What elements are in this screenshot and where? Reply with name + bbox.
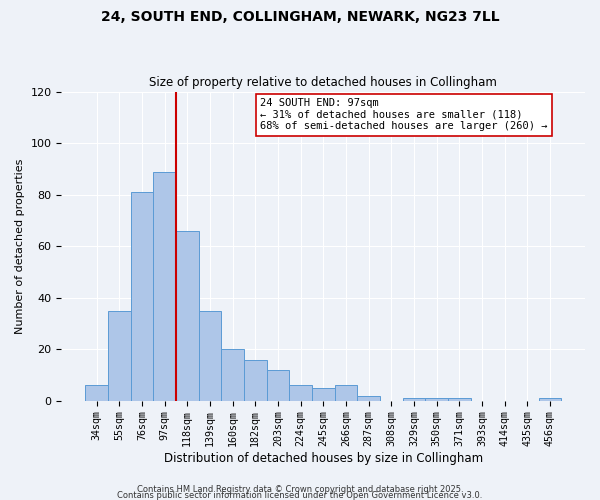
Text: Contains public sector information licensed under the Open Government Licence v3: Contains public sector information licen… (118, 491, 482, 500)
Bar (448, 398, 470, 400)
Bar (108, 310, 131, 400)
Bar (153, 172, 176, 400)
Bar (266, 370, 289, 400)
Bar (199, 310, 221, 400)
Bar (425, 398, 448, 400)
Bar (244, 360, 266, 401)
Text: 24 SOUTH END: 97sqm
← 31% of detached houses are smaller (118)
68% of semi-detac: 24 SOUTH END: 97sqm ← 31% of detached ho… (260, 98, 548, 132)
Y-axis label: Number of detached properties: Number of detached properties (15, 158, 25, 334)
Bar (85, 386, 108, 400)
Bar (539, 398, 561, 400)
Bar (131, 192, 153, 400)
Text: Contains HM Land Registry data © Crown copyright and database right 2025.: Contains HM Land Registry data © Crown c… (137, 485, 463, 494)
Bar (312, 388, 335, 400)
Bar (289, 386, 312, 400)
Bar (357, 396, 380, 400)
Bar (403, 398, 425, 400)
Bar (335, 386, 357, 400)
X-axis label: Distribution of detached houses by size in Collingham: Distribution of detached houses by size … (164, 452, 483, 465)
Bar (176, 231, 199, 400)
Bar (221, 350, 244, 401)
Text: 24, SOUTH END, COLLINGHAM, NEWARK, NG23 7LL: 24, SOUTH END, COLLINGHAM, NEWARK, NG23 … (101, 10, 499, 24)
Title: Size of property relative to detached houses in Collingham: Size of property relative to detached ho… (149, 76, 497, 90)
